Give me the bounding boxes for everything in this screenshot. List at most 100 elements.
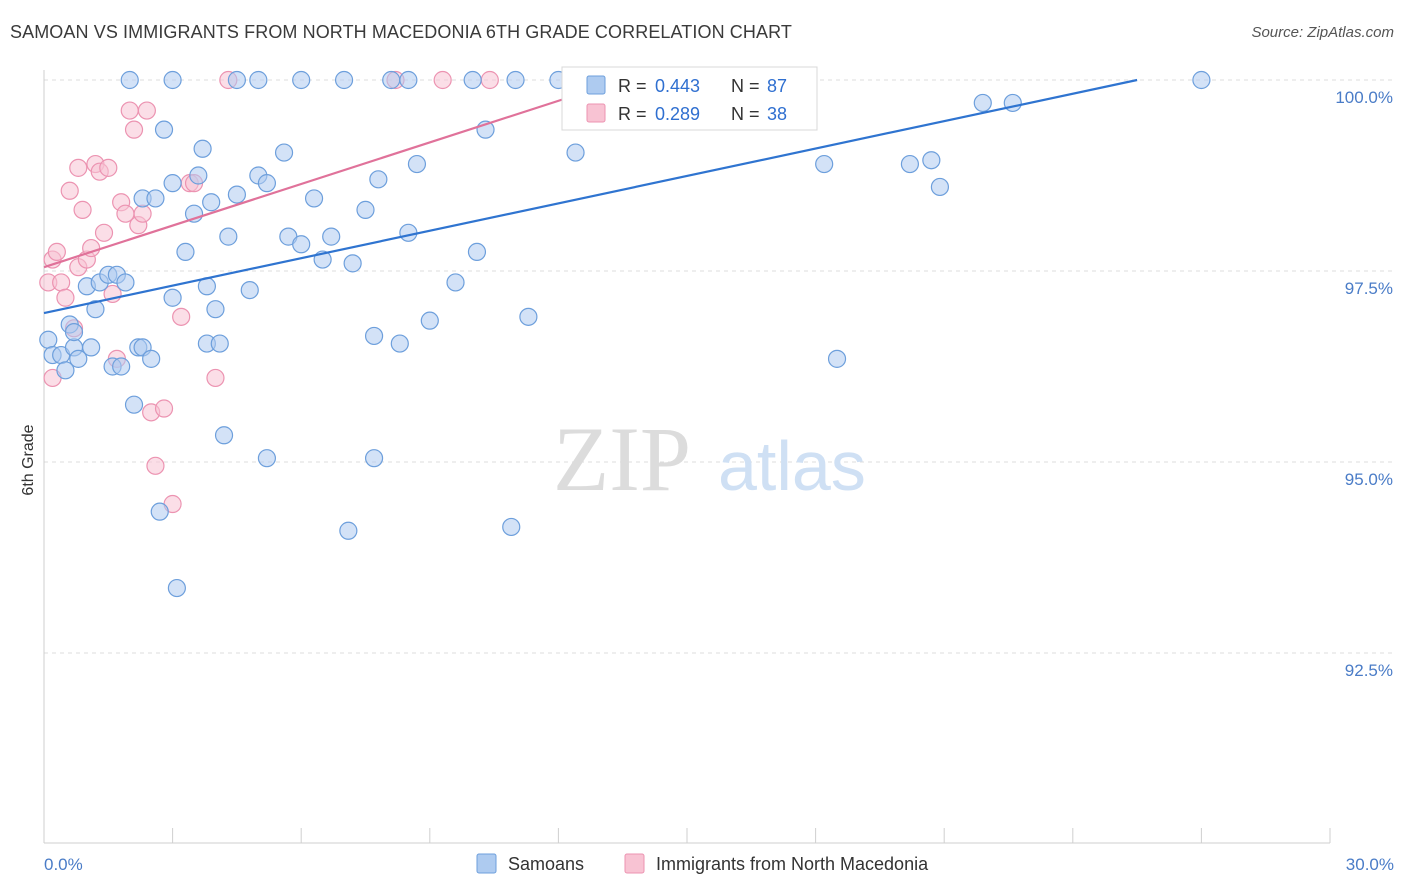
watermark-atlas: atlas [718, 427, 866, 505]
legend-n-value-north-macedonia: 38 [767, 104, 787, 124]
legend-r-value-samoans: 0.443 [655, 76, 700, 96]
samoans-point-22 [146, 189, 165, 208]
x-tick-label-min: 0.0% [44, 855, 83, 874]
y-axis-label: 6th Grade [20, 424, 37, 495]
samoans-point-53 [364, 449, 384, 468]
samoans-point-6 [64, 323, 84, 342]
bottom-legend-label-north-macedonia: Immigrants from North Macedonia [656, 854, 929, 874]
samoans-point-50 [343, 254, 362, 273]
samoans-point-80 [399, 70, 418, 90]
north-macedonia-point-9 [69, 158, 88, 177]
bottom-legend-label-samoans: Samoans [508, 854, 584, 874]
trendline-north-macedonia [43, 78, 624, 269]
samoans-point-0 [39, 330, 58, 349]
samoans-point-21 [142, 349, 161, 368]
north-macedonia-point-36 [433, 70, 452, 90]
legend-n-value-samoans: 87 [767, 76, 787, 96]
samoans-point-55 [382, 70, 401, 90]
samoans-point-15 [112, 357, 131, 376]
source-credit: Source: ZipAtlas.com [1251, 24, 1394, 41]
samoans-point-10 [86, 300, 105, 319]
samoans-point-78 [292, 70, 311, 90]
y-tick-label-2: 97.5% [1345, 279, 1393, 298]
legend-swatch-samoans [586, 75, 606, 95]
samoans-point-57 [399, 223, 418, 242]
north-macedonia-point-25 [137, 101, 156, 120]
samoans-point-41 [257, 174, 277, 193]
samoans-point-66 [815, 154, 834, 174]
north-macedonia-point-5 [56, 288, 75, 307]
north-macedonia-point-24 [133, 204, 152, 223]
x-tick-label-max: 30.0% [1346, 855, 1394, 874]
north-macedonia-point-3 [47, 242, 66, 261]
y-tick-labels: 92.5% 95.0% 97.5% 100.0% [1335, 88, 1393, 680]
samoans-point-37 [219, 227, 238, 246]
samoans-point-79 [334, 70, 354, 90]
samoans-point-45 [292, 235, 311, 254]
series-north-macedonia-points [39, 70, 499, 514]
legend-n-label-north-macedonia: N = [731, 104, 760, 124]
legend-n-label-samoans: N = [731, 76, 760, 96]
samoans-point-52 [364, 326, 384, 346]
samoans-point-54 [369, 170, 388, 189]
samoans-point-63 [502, 517, 521, 537]
watermark-zip: ZIP [553, 408, 691, 510]
trend-lines [43, 78, 1138, 315]
samoans-point-77 [249, 70, 268, 90]
samoans-point-75 [163, 70, 182, 90]
samoans-point-56 [390, 334, 409, 353]
samoans-point-60 [446, 273, 465, 292]
samoans-point-39 [240, 281, 259, 300]
samoans-point-48 [322, 227, 341, 246]
y-tick-label-0: 92.5% [1345, 661, 1393, 680]
series-samoans-points [39, 70, 1211, 598]
samoans-point-38 [227, 185, 246, 204]
samoans-point-29 [189, 166, 208, 185]
north-macedonia-point-15 [94, 223, 114, 242]
north-macedonia-point-30 [172, 307, 191, 326]
trendline-samoans [43, 78, 1138, 315]
samoans-point-61 [467, 242, 487, 261]
samoans-point-64 [519, 307, 538, 326]
axes [43, 70, 1331, 844]
north-macedonia-point-22 [124, 120, 144, 139]
north-macedonia-point-27 [146, 456, 165, 475]
samoans-point-9 [82, 338, 101, 357]
samoans-point-27 [176, 242, 195, 261]
samoans-point-82 [506, 70, 525, 90]
samoans-point-33 [202, 193, 221, 212]
north-macedonia-point-21 [120, 101, 139, 120]
legend-swatch-north-macedonia [586, 103, 606, 123]
north-macedonia-point-33 [206, 368, 225, 388]
samoans-point-7 [69, 349, 88, 368]
samoans-point-46 [304, 189, 324, 208]
grid-lines [44, 79, 1393, 654]
samoans-point-59 [420, 311, 439, 330]
samoans-point-74 [120, 70, 139, 90]
samoans-point-58 [407, 154, 427, 174]
samoans-point-65 [566, 143, 585, 162]
bottom-legend-swatch-samoans [476, 853, 497, 874]
legend-r-value-north-macedonia: 0.289 [655, 104, 700, 124]
samoans-point-49 [339, 521, 358, 540]
samoans-point-70 [930, 177, 950, 197]
samoans-point-43 [274, 143, 294, 162]
samoans-point-24 [154, 120, 174, 139]
y-tick-label-1: 95.0% [1345, 470, 1393, 489]
samoans-point-87 [167, 578, 186, 598]
samoans-point-30 [193, 139, 212, 158]
samoans-point-35 [210, 334, 229, 353]
samoans-point-34 [206, 300, 225, 319]
legend-r-label-samoans: R = [618, 76, 647, 96]
samoans-point-42 [257, 449, 277, 468]
correlation-legend: R = 0.443 N = 87 R = 0.289 N = 38 [561, 66, 818, 131]
samoans-point-51 [356, 200, 375, 219]
samoans-point-23 [150, 502, 169, 521]
samoans-point-76 [227, 70, 246, 90]
chart-title: SAMOAN VS IMMIGRANTS FROM NORTH MACEDONI… [10, 22, 792, 42]
samoans-point-73 [1192, 70, 1211, 90]
samoans-point-36 [214, 426, 234, 445]
y-tick-label-3: 100.0% [1335, 88, 1393, 107]
samoans-point-16 [116, 273, 135, 292]
